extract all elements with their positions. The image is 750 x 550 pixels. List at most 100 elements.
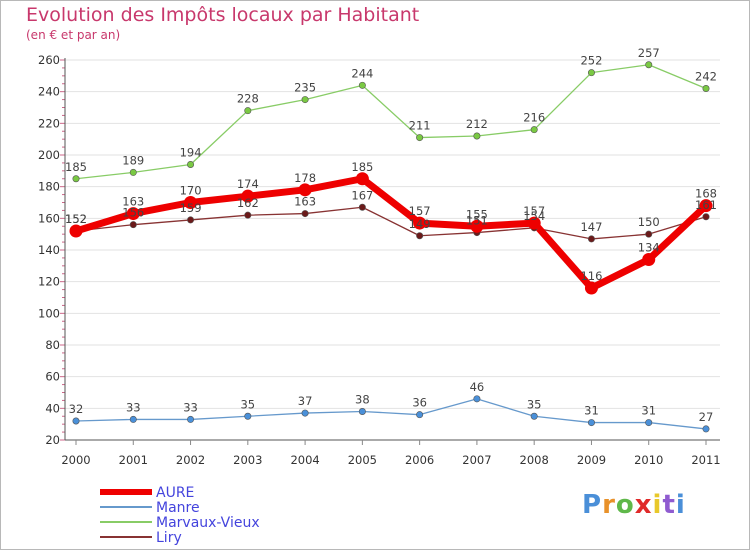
y-tick-label: 240 bbox=[38, 85, 60, 99]
y-tick-label: 200 bbox=[38, 148, 60, 162]
data-point-aure bbox=[355, 172, 369, 186]
data-point-aure bbox=[241, 189, 255, 203]
data-label-manre: 27 bbox=[699, 410, 714, 424]
data-label-marvaux-vieux: 257 bbox=[638, 46, 660, 60]
data-label-aure: 185 bbox=[351, 160, 373, 174]
logo-letter: x bbox=[634, 490, 653, 520]
data-labels: 185 189 194 228 235 244 211 212 216 252 257 242 152 1… bbox=[65, 46, 717, 424]
data-point-marvaux-vieux bbox=[702, 85, 710, 93]
x-tick-label: 2001 bbox=[119, 453, 148, 467]
y-tick-label: 140 bbox=[38, 243, 60, 257]
y-tick-label: 100 bbox=[38, 306, 60, 320]
series-lines bbox=[72, 64, 710, 430]
data-point-liry bbox=[702, 213, 710, 221]
data-label-marvaux-vieux: 216 bbox=[523, 111, 545, 125]
data-point-manre bbox=[702, 425, 710, 433]
logo-letter: t bbox=[662, 490, 676, 520]
data-point-marvaux-vieux bbox=[244, 107, 252, 115]
legend-label-marvaux-vieux: Marvaux-Vieux bbox=[156, 515, 260, 531]
axes: 20 40 60 80 100 120 140 160 180 200 220 240 260 2000 2… bbox=[38, 53, 721, 467]
data-label-marvaux-vieux: 189 bbox=[122, 153, 144, 167]
data-label-manre: 35 bbox=[527, 397, 542, 411]
data-label-manre: 33 bbox=[183, 400, 198, 414]
data-point-marvaux-vieux bbox=[416, 134, 424, 142]
data-label-manre: 33 bbox=[126, 400, 141, 414]
data-point-manre bbox=[72, 417, 80, 425]
data-point-aure bbox=[413, 216, 427, 230]
data-point-aure bbox=[184, 196, 198, 209]
x-tick-label: 2000 bbox=[61, 453, 90, 467]
logo-letter: i bbox=[675, 490, 686, 520]
x-tick-label: 2008 bbox=[520, 453, 549, 467]
data-point-marvaux-vieux bbox=[530, 126, 538, 134]
data-point-marvaux-vieux bbox=[645, 61, 653, 69]
data-point-liry bbox=[645, 230, 653, 238]
legend-label-liry: Liry bbox=[156, 530, 182, 546]
chart-subtitle: (en € et par an) bbox=[26, 28, 121, 42]
x-tick-label: 2004 bbox=[290, 453, 319, 467]
x-tick-label: 2006 bbox=[405, 453, 434, 467]
data-point-aure bbox=[699, 199, 713, 213]
data-label-marvaux-vieux: 211 bbox=[409, 119, 431, 133]
data-label-marvaux-vieux: 185 bbox=[65, 160, 87, 174]
data-label-manre: 31 bbox=[641, 404, 656, 418]
data-point-marvaux-vieux bbox=[301, 96, 309, 104]
data-point-liry bbox=[416, 232, 424, 240]
y-tick-label: 60 bbox=[45, 370, 60, 384]
data-point-aure bbox=[527, 216, 541, 230]
data-label-manre: 38 bbox=[355, 393, 370, 407]
data-point-liry bbox=[244, 211, 252, 219]
data-label-manre: 32 bbox=[69, 402, 84, 416]
series-line-liry bbox=[75, 206, 707, 240]
data-label-liry: 161 bbox=[695, 198, 717, 212]
legend-label-aure: AURE bbox=[156, 485, 194, 501]
x-tick-label: 2009 bbox=[577, 453, 606, 467]
data-point-marvaux-vieux bbox=[587, 69, 595, 77]
data-label-aure: 174 bbox=[237, 177, 259, 191]
logo-letter: i bbox=[652, 490, 663, 520]
grid-lines bbox=[65, 59, 720, 441]
data-label-manre: 36 bbox=[412, 396, 427, 410]
data-point-aure bbox=[470, 219, 484, 233]
x-tick-label: 2011 bbox=[691, 453, 720, 467]
data-point-manre bbox=[530, 412, 538, 420]
logo-letter: r bbox=[602, 490, 616, 520]
data-label-liry: 167 bbox=[351, 188, 373, 202]
data-label-marvaux-vieux: 244 bbox=[351, 66, 373, 80]
data-label-marvaux-vieux: 235 bbox=[294, 81, 316, 95]
x-tick-label: 2005 bbox=[348, 453, 377, 467]
data-point-marvaux-vieux bbox=[358, 81, 366, 89]
data-point-marvaux-vieux bbox=[129, 168, 137, 176]
data-label-liry: 156 bbox=[122, 206, 144, 220]
series-line-aure bbox=[72, 175, 710, 292]
data-label-liry: 159 bbox=[180, 201, 202, 215]
data-label-marvaux-vieux: 252 bbox=[580, 54, 602, 68]
data-point-marvaux-vieux bbox=[72, 175, 80, 183]
y-tick-label: 220 bbox=[38, 116, 60, 130]
data-label-liry: 147 bbox=[580, 220, 602, 234]
data-label-aure: 152 bbox=[65, 212, 87, 226]
data-point-marvaux-vieux bbox=[473, 132, 481, 140]
data-label-marvaux-vieux: 212 bbox=[466, 117, 488, 131]
data-label-marvaux-vieux: 228 bbox=[237, 92, 259, 106]
y-tick-label: 260 bbox=[38, 53, 60, 67]
data-label-liry: 163 bbox=[294, 195, 316, 209]
data-label-aure: 157 bbox=[523, 204, 545, 218]
data-point-aure bbox=[126, 207, 140, 221]
data-point-aure bbox=[584, 281, 598, 295]
data-label-aure: 155 bbox=[466, 207, 488, 221]
data-label-liry: 152 bbox=[65, 212, 87, 226]
data-label-aure: 178 bbox=[294, 171, 316, 185]
series-line-manre bbox=[75, 398, 707, 430]
data-label-liry: 151 bbox=[466, 214, 488, 228]
data-label-aure: 157 bbox=[409, 204, 431, 218]
data-point-manre bbox=[416, 411, 424, 419]
data-point-liry bbox=[129, 221, 137, 229]
data-point-liry bbox=[358, 203, 366, 211]
logo-letter: P bbox=[582, 490, 603, 520]
x-tick-label: 2007 bbox=[462, 453, 491, 467]
chart-title: Evolution des Impôts locaux par Habitant bbox=[26, 4, 420, 26]
legend-label-manre: Manre bbox=[156, 500, 200, 516]
data-point-liry bbox=[587, 235, 595, 243]
